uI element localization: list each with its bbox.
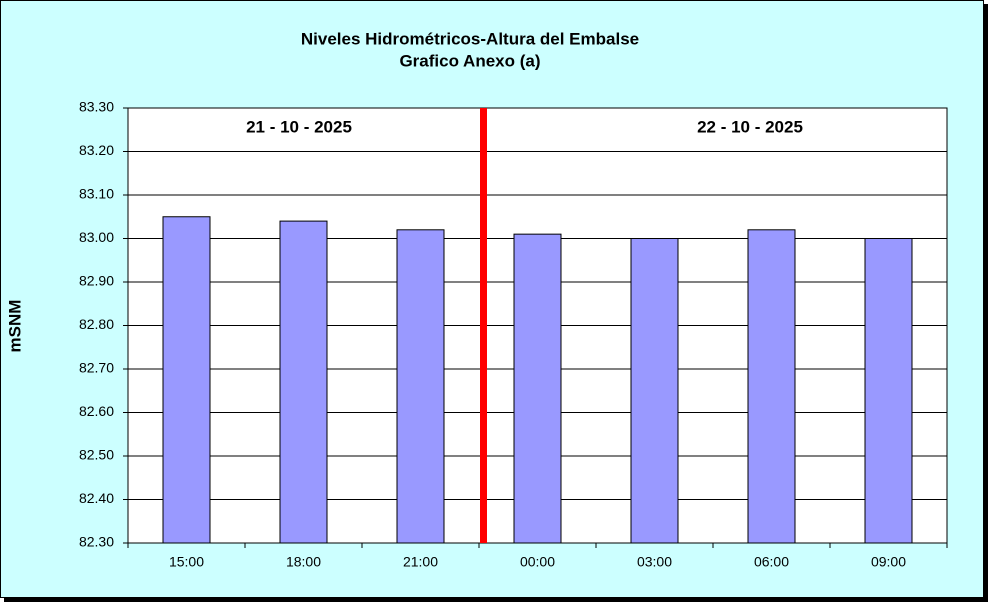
x-tick-label: 15:00	[169, 554, 204, 570]
chart-title: Niveles Hidrométricos-Altura del Embalse	[301, 29, 639, 48]
y-tick-label: 83.00	[79, 229, 114, 245]
chart-subtitle: Grafico Anexo (a)	[399, 51, 540, 70]
x-tick-label: 03:00	[637, 554, 672, 570]
y-tick-label: 82.30	[79, 534, 114, 550]
bar	[162, 216, 211, 544]
bar	[396, 229, 445, 544]
y-axis-label: mSNM	[5, 300, 24, 353]
annotation: 21 - 10 - 2025	[246, 117, 352, 136]
date-divider	[480, 108, 487, 543]
bar	[630, 238, 679, 544]
x-tick-label: 21:00	[403, 554, 438, 570]
x-tick-label: 00:00	[520, 554, 555, 570]
x-tick-label: 09:00	[871, 554, 906, 570]
bar	[864, 238, 913, 544]
y-tick-label: 83.10	[79, 186, 114, 202]
annotation: 22 - 10 - 2025	[697, 117, 803, 136]
y-tick-label: 83.20	[79, 142, 114, 158]
y-tick-label: 82.40	[79, 490, 114, 506]
y-tick-label: 82.90	[79, 273, 114, 289]
y-tick-label: 82.80	[79, 316, 114, 332]
y-tick-label: 82.70	[79, 360, 114, 376]
y-tick-label: 83.30	[79, 99, 114, 115]
bar	[279, 220, 328, 544]
bar	[513, 233, 562, 544]
x-tick-label: 18:00	[286, 554, 321, 570]
y-tick-label: 82.60	[79, 403, 114, 419]
y-tick-label: 82.50	[79, 447, 114, 463]
bar	[747, 229, 796, 544]
x-tick-label: 06:00	[754, 554, 789, 570]
